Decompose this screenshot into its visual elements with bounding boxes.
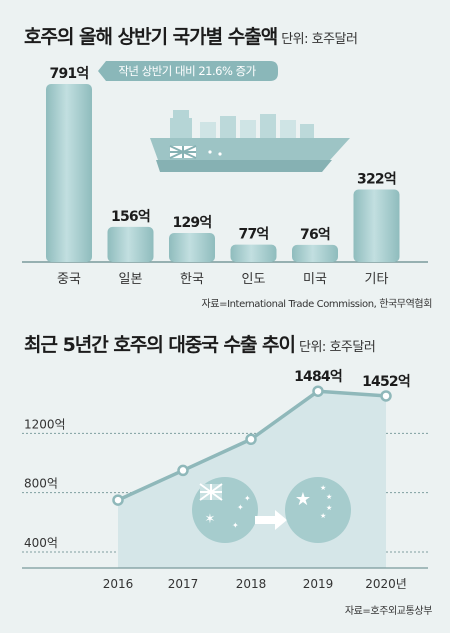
x-tick-label: 2017 (168, 577, 199, 591)
svg-text:★: ★ (320, 512, 326, 520)
bar-category-label: 기타 (365, 272, 389, 287)
y-tick-label: 400억 (24, 536, 58, 550)
bar-value-label: 791억 (50, 66, 89, 82)
line-labels: 2016 2017 2018 2019 2020년 1484억 1452억 (103, 369, 411, 591)
chart2-title-text: 최근 5년간 호주의 대중국 수출 추이 (24, 334, 296, 356)
x-tick-label: 2020년 (365, 577, 407, 591)
bar-category-label: 미국 (303, 272, 327, 287)
y-tick-label: 800억 (24, 477, 58, 491)
line-gridlines: 400억 800억 1200억 (22, 417, 428, 553)
svg-text:✦: ✦ (237, 503, 244, 512)
line-point-1 (177, 464, 189, 477)
growth-callout: 작년 상반기 대비 21.6% 증가 (98, 61, 278, 81)
bar-value-label: 322억 (357, 172, 396, 188)
flags-illustration: ✶ ✦ ✦ ✦ ★ ★ ★ ★ ★ (192, 477, 351, 543)
chart2-title: 최근 5년간 호주의 대중국 수출 추이 단위: 호주달러 (24, 330, 376, 357)
y-tick-label: 1200억 (24, 417, 66, 431)
svg-text:★: ★ (295, 489, 311, 510)
svg-text:★: ★ (320, 484, 326, 492)
bar-value-label: 76억 (300, 227, 330, 243)
bar-category-label: 일본 (119, 272, 143, 287)
chart1-title-text: 호주의 올해 상반기 국가별 수출액 (24, 26, 278, 48)
line-point-4 (380, 390, 392, 402)
x-tick-label: 2019 (303, 577, 334, 591)
line-area (118, 391, 386, 568)
bar-category-label: 인도 (242, 272, 266, 287)
chart2-unit: 단위: 호주달러 (299, 340, 376, 355)
line-value-label: 1452억 (362, 374, 410, 390)
svg-text:✶: ✶ (205, 512, 216, 527)
bar-value-label: 129억 (173, 215, 212, 231)
x-tick-label: 2016 (103, 577, 134, 591)
chart2-source: 자료=호주외교통상부 (344, 606, 433, 617)
arrow-right-icon (255, 510, 287, 530)
growth-callout-text: 작년 상반기 대비 21.6% 증가 (118, 64, 256, 78)
chart1-source: 자료=International Trade Commission, 한국무역협… (201, 299, 432, 310)
line-point-0 (112, 494, 124, 506)
bar-category-label: 한국 (180, 272, 204, 287)
x-tick-label: 2018 (236, 577, 267, 591)
china-flag-icon (285, 477, 351, 543)
bar-2 (169, 232, 215, 262)
bar-5 (353, 189, 400, 262)
cargo-ship-icon (150, 110, 350, 172)
line-point-2 (245, 433, 257, 446)
svg-text:✦: ✦ (232, 521, 239, 530)
bar-4 (292, 244, 338, 262)
line-point-3 (312, 385, 324, 397)
bar-3 (230, 244, 277, 262)
line-chart: 400억 800억 1200억 ✶ ✦ ✦ ✦ ★ ★ ★ ★ ★ 2016 2017… (22, 369, 428, 591)
chart1-title: 호주의 올해 상반기 국가별 수출액 단위: 호주달러 (24, 22, 358, 49)
bar-value-label: 156억 (111, 209, 150, 225)
chart1-unit: 단위: 호주달러 (281, 32, 358, 47)
svg-text:★: ★ (326, 493, 332, 501)
bar-1 (107, 226, 154, 262)
svg-text:✦: ✦ (244, 494, 251, 503)
bar-value-label: 77억 (239, 227, 269, 243)
line-points (112, 385, 392, 506)
svg-text:★: ★ (326, 504, 332, 512)
line-value-label: 1484억 (294, 369, 342, 385)
bar-0 (46, 84, 92, 263)
bar-category-label: 중국 (57, 272, 81, 287)
